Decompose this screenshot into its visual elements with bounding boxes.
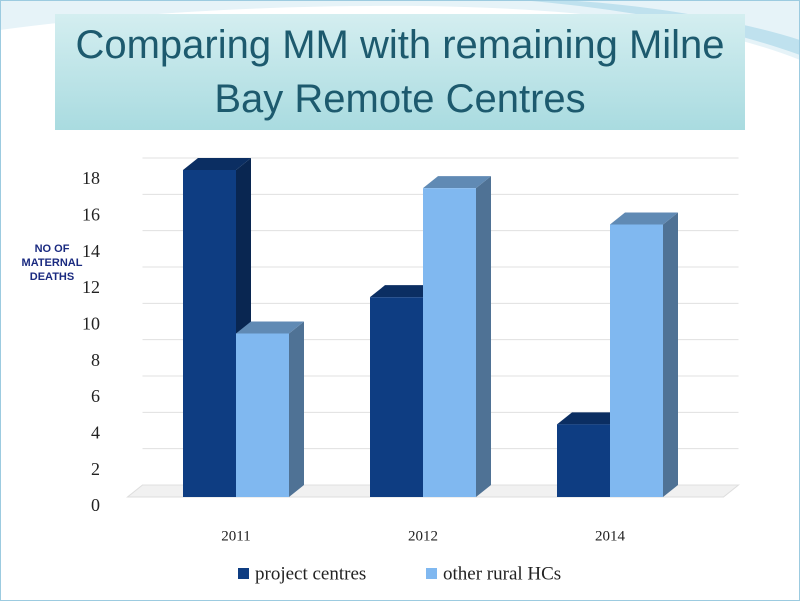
bar-side bbox=[289, 321, 304, 497]
bar-top bbox=[423, 176, 491, 189]
y-tick-label: 18 bbox=[82, 168, 100, 188]
legend-swatch bbox=[238, 568, 249, 579]
x-tick-label: 2014 bbox=[595, 528, 626, 544]
bar bbox=[183, 170, 236, 497]
bar-top bbox=[236, 321, 304, 334]
bar-side bbox=[663, 212, 678, 497]
bar bbox=[610, 224, 663, 497]
y-tick-label: 16 bbox=[82, 204, 100, 224]
y-tick-label: 6 bbox=[91, 386, 100, 406]
y-tick-label: 8 bbox=[91, 350, 100, 370]
bar-top bbox=[557, 412, 625, 425]
legend-label: project centres bbox=[255, 563, 366, 584]
bar bbox=[370, 297, 423, 497]
y-tick-label: 0 bbox=[91, 495, 100, 515]
y-tick-label: 14 bbox=[82, 241, 100, 261]
bar-top bbox=[370, 285, 438, 298]
bar bbox=[557, 424, 610, 497]
x-tick-label: 2011 bbox=[221, 528, 250, 544]
legend-label: other rural HCs bbox=[443, 563, 561, 584]
x-tick-label: 2012 bbox=[408, 528, 438, 544]
bar-side bbox=[476, 176, 491, 497]
y-axis-label: NO OF MATERNAL DEATHS bbox=[21, 243, 83, 283]
bar bbox=[423, 188, 476, 497]
y-tick-label: 2 bbox=[91, 459, 100, 479]
y-tick-label: 10 bbox=[82, 313, 100, 333]
y-tick-label: 4 bbox=[91, 422, 100, 442]
legend-swatch bbox=[426, 568, 437, 579]
bar-top bbox=[610, 212, 678, 225]
bar-top bbox=[183, 158, 251, 170]
bar bbox=[236, 333, 289, 497]
y-tick-label: 12 bbox=[82, 277, 100, 297]
chart-title: Comparing MM with remaining Milne Bay Re… bbox=[55, 14, 745, 130]
